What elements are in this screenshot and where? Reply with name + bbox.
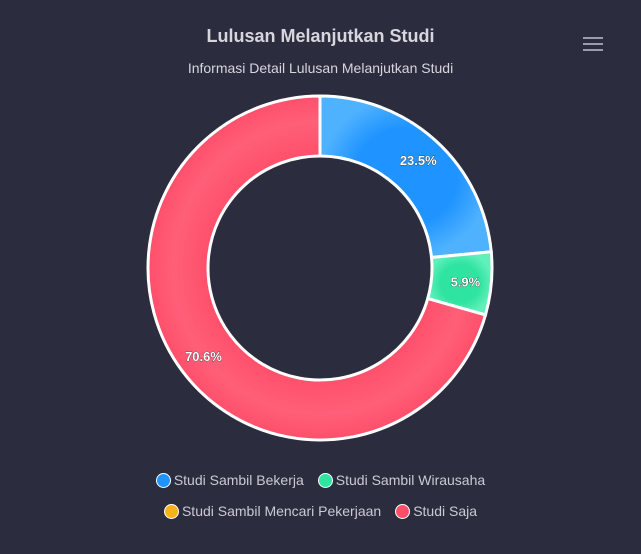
legend-label: Studi Sambil Mencari Pekerjaan bbox=[181, 503, 382, 519]
legend-item-studi-sambil-wirausaha[interactable]: Studi Sambil Wirausaha bbox=[317, 472, 486, 488]
legend-item-studi-sambil-mencari-pekerjaan[interactable]: Studi Sambil Mencari Pekerjaan bbox=[163, 503, 382, 519]
legend-label: Studi Sambil Bekerja bbox=[173, 472, 304, 488]
legend-marker bbox=[395, 503, 411, 519]
chart-subtitle: Informasi Detail Lulusan Melanjutkan Stu… bbox=[187, 60, 454, 76]
legend-label: Studi Saja bbox=[413, 503, 478, 519]
legend-item-studi-sambil-bekerja[interactable]: Studi Sambil Bekerja bbox=[155, 472, 304, 488]
legend-marker bbox=[163, 503, 179, 519]
legend-marker bbox=[317, 472, 333, 488]
chart-legend: Studi Sambil Bekerja Studi Sambil Wiraus… bbox=[0, 466, 641, 528]
legend-item-studi-saja[interactable]: Studi Saja bbox=[395, 503, 477, 519]
hamburger-menu-icon bbox=[583, 37, 603, 39]
data-label-studi-sambil-wirausaha: 5.9% bbox=[451, 274, 481, 289]
donut-slice-studi-sambil-bekerja[interactable] bbox=[318, 94, 493, 260]
donut-slice-studi-saja[interactable] bbox=[146, 94, 488, 442]
legend-label: Studi Sambil Wirausaha bbox=[335, 472, 486, 488]
chart-menu-button[interactable] bbox=[583, 37, 607, 57]
data-label-studi-sambil-bekerja: 23.5% bbox=[400, 153, 437, 168]
legend-marker bbox=[155, 472, 171, 488]
data-label-studi-saja: 70.6% bbox=[185, 349, 222, 364]
chart-title: Lulusan Melanjutkan Studi bbox=[206, 26, 435, 46]
